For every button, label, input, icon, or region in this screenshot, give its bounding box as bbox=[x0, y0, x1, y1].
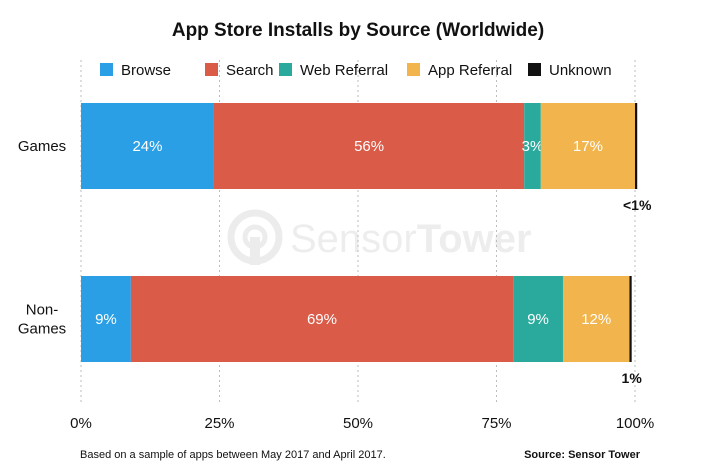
legend: Browse Search Web Referral App Referral Unkn… bbox=[100, 62, 612, 79]
legend-label-unknown: Unknown bbox=[549, 62, 612, 79]
watermark-text: SensorTower bbox=[290, 217, 532, 261]
data-label-non-games-app-referral: 12% bbox=[581, 311, 611, 328]
data-label-non-games-browse: 9% bbox=[95, 311, 117, 328]
legend-swatch-browse bbox=[100, 63, 113, 76]
watermark-light: Sensor bbox=[290, 217, 417, 261]
bar-games-unknown bbox=[635, 103, 638, 189]
chart-title: App Store Installs by Source (Worldwide) bbox=[172, 20, 544, 41]
x-tick-label-0: 0% bbox=[70, 415, 92, 432]
footnote: Based on a sample of apps between May 20… bbox=[80, 449, 386, 461]
data-label-games-web-referral: 3% bbox=[522, 138, 544, 155]
bar-non-games-search bbox=[130, 276, 514, 362]
bar-non-games-web-referral bbox=[513, 276, 563, 362]
bar-non-games-app-referral bbox=[562, 276, 630, 362]
x-tick-label-3: 75% bbox=[481, 415, 511, 432]
legend-label-app-referral: App Referral bbox=[428, 62, 512, 79]
bar-games-browse bbox=[81, 103, 214, 189]
bar-non-games-unknown bbox=[629, 276, 632, 362]
bar-games-web-referral bbox=[524, 103, 541, 189]
x-tick-label-2: 50% bbox=[343, 415, 373, 432]
category-labels: Games Non- Games bbox=[18, 138, 66, 338]
bar-games-search bbox=[213, 103, 525, 189]
data-label-games-app-referral: 17% bbox=[573, 138, 603, 155]
bar-non-games-browse bbox=[81, 276, 131, 362]
x-tick-label-4: 100% bbox=[616, 415, 654, 432]
sensor-tower-watermark bbox=[227, 209, 283, 265]
bars: 24% 56% 3% 17% <1% 9% 69% 9% 12% 1% bbox=[81, 103, 652, 386]
x-tick-label-1: 25% bbox=[204, 415, 234, 432]
legend-swatch-app-referral bbox=[407, 63, 420, 76]
legend-swatch-unknown bbox=[528, 63, 541, 76]
category-label-non-games-line-0: Non- bbox=[26, 302, 59, 319]
data-label-non-games-search: 69% bbox=[307, 311, 337, 328]
unknown-label-non-games: 1% bbox=[622, 370, 643, 386]
category-label-non-games-line-1: Games bbox=[18, 321, 66, 338]
bar-games-app-referral bbox=[540, 103, 635, 189]
legend-swatch-web-referral bbox=[279, 63, 292, 76]
x-axis-ticks: 0% 25% 50% 75% 100% bbox=[70, 415, 654, 432]
legend-label-web-referral: Web Referral bbox=[300, 62, 388, 79]
category-label-games: Games bbox=[18, 138, 66, 155]
source-label: Source: Sensor Tower bbox=[524, 449, 641, 461]
watermark-bold: Tower bbox=[417, 217, 532, 261]
data-label-non-games-web-referral: 9% bbox=[527, 311, 549, 328]
legend-label-browse: Browse bbox=[121, 62, 171, 79]
legend-label-search: Search bbox=[226, 62, 274, 79]
data-label-games-browse: 24% bbox=[132, 138, 162, 155]
unknown-label-games: <1% bbox=[623, 197, 652, 213]
data-label-games-search: 56% bbox=[354, 138, 384, 155]
legend-swatch-search bbox=[205, 63, 218, 76]
